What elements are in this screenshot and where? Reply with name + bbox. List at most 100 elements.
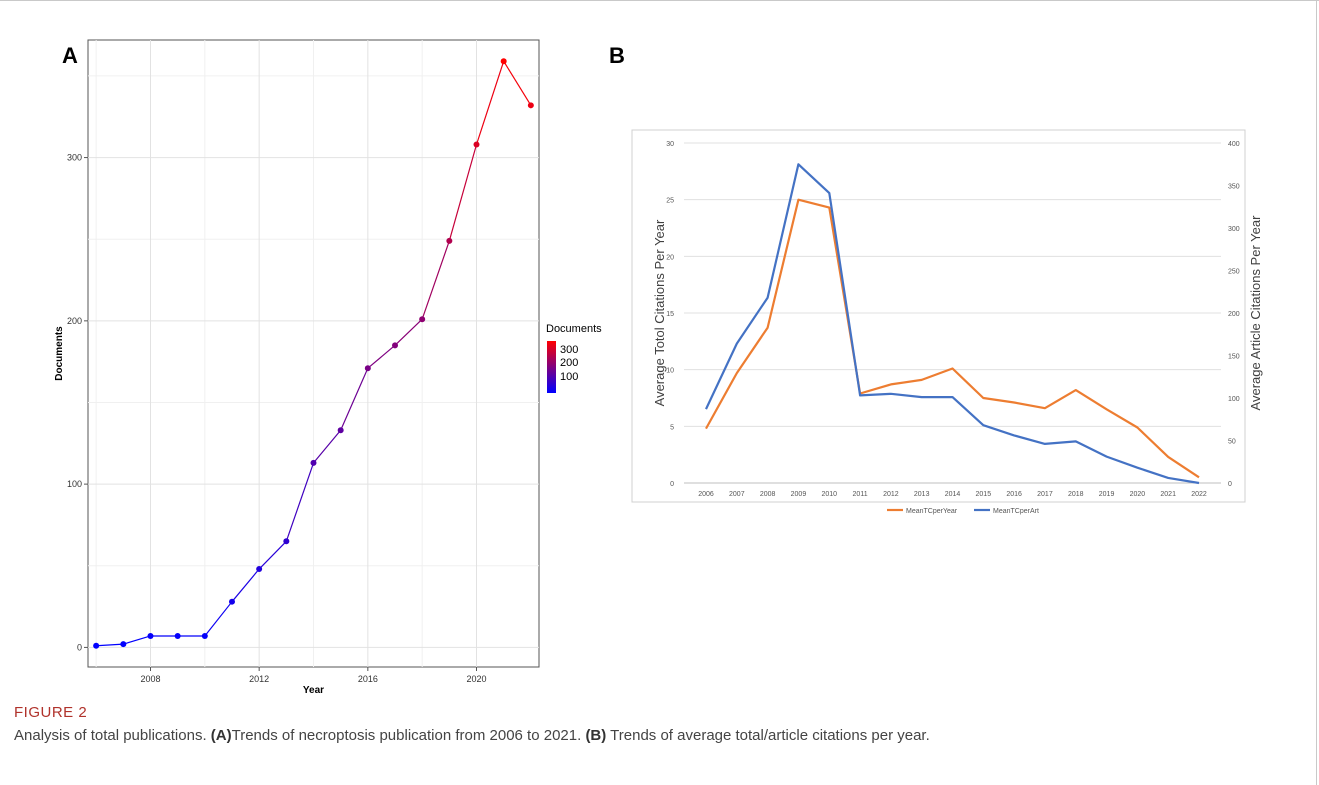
chart-b-left-tick-label: 15	[666, 311, 674, 318]
chart-b-legend-label: MeanTCperArt	[993, 508, 1039, 515]
chart-b-series-lines	[705, 163, 1200, 485]
chart-b-x-tick-label: 2022	[1191, 491, 1207, 498]
figure-right-border	[1316, 0, 1317, 785]
chart-a-data-point	[120, 641, 127, 648]
chart-a-data-point	[93, 642, 100, 649]
chart-b-right-tick-label: 150	[1228, 354, 1240, 361]
chart-b-series-line-meantcperyear	[705, 198, 1200, 479]
chart-b-left-axis-label: Average Totol Citations Per Year	[652, 219, 667, 406]
chart-b-right-tick-label: 250	[1228, 269, 1240, 276]
chart-b-citations: 0510152025300501001502002503003504002006…	[631, 129, 1263, 515]
chart-a-line-segment	[503, 60, 532, 106]
chart-b-x-tick-label: 2009	[791, 491, 807, 498]
chart-a-data-point	[147, 632, 154, 639]
chart-b-x-tick-label: 2011	[853, 491, 868, 498]
chart-a-line-segment	[448, 144, 478, 241]
chart-a-line-segment	[258, 540, 287, 570]
chart-a-y-tick-label: 100	[67, 479, 82, 489]
chart-a-legend-title: Documents	[546, 323, 602, 335]
chart-b-x-tick-label: 2019	[1099, 491, 1115, 498]
chart-b-legend: MeanTCperYear MeanTCperArt	[887, 508, 1039, 515]
chart-b-left-tick-label: 25	[666, 198, 674, 205]
chart-a-data-point	[201, 632, 208, 639]
chart-b-x-tick-label: 2008	[760, 491, 776, 498]
chart-a-legend-label-200: 200	[560, 357, 578, 369]
chart-b-right-tick-label: 350	[1228, 184, 1240, 191]
chart-a-legend-label-300: 300	[560, 344, 578, 356]
chart-b-frame	[631, 129, 1246, 503]
chart-a-data-point	[256, 566, 263, 573]
chart-b-left-tick-label: 0	[670, 481, 674, 488]
chart-b-right-tick-label: 100	[1228, 396, 1240, 403]
chart-b-left-tick-label: 10	[666, 368, 674, 375]
chart-b-right-tick-label: 0	[1228, 481, 1232, 488]
chart-b-x-tick-label: 2014	[945, 491, 961, 498]
chart-a-line-segment	[340, 367, 369, 431]
chart-a-data-point	[337, 427, 344, 434]
chart-b-right-axis-label: Average Article Citations Per Year	[1248, 215, 1263, 411]
chart-b-x-tick-label: 2015	[976, 491, 992, 498]
chart-b-x-tick-label: 2010	[821, 491, 837, 498]
caption-intro: Analysis of total publications.	[14, 727, 211, 744]
chart-a-grid	[88, 40, 539, 667]
chart-b-right-tick-label: 50	[1228, 439, 1236, 446]
chart-a-y-tick-label: 0	[77, 642, 82, 652]
chart-a-x-tick-label: 2020	[466, 674, 486, 684]
figure-top-border	[0, 0, 1319, 1]
chart-a-line-segment	[394, 318, 423, 346]
chart-b-right-tick-label: 200	[1228, 311, 1240, 318]
caption-b-tag: (B)	[585, 727, 607, 744]
chart-a-line-segment	[123, 635, 151, 645]
chart-a-line-segment	[96, 643, 124, 647]
chart-b-left-tick-label: 20	[666, 254, 674, 261]
chart-a-line-segment	[421, 240, 450, 320]
chart-a-y-tick-label: 200	[67, 316, 82, 326]
chart-a-ticks: 2008 2012 2016 2020 0 100 200 300	[67, 153, 487, 684]
chart-b-legend-label: MeanTCperYear	[906, 508, 958, 515]
figure-label: FIGURE 2	[14, 704, 88, 721]
chart-a-x-tick-label: 2008	[140, 674, 160, 684]
chart-a-x-tick-label: 2016	[358, 674, 378, 684]
chart-b-x-tick-label: 2017	[1037, 491, 1053, 498]
chart-a-data-point	[446, 237, 453, 244]
chart-b-x-tick-label: 2016	[1006, 491, 1022, 498]
chart-b-ticks: 0510152025300501001502002503003504002006…	[666, 141, 1240, 498]
chart-a-y-tick-label: 300	[67, 153, 82, 163]
caption-a-tag: (A)	[210, 727, 232, 744]
chart-a-legend: Documents 300 200 100	[546, 323, 602, 393]
chart-a-data-point	[228, 598, 235, 605]
chart-a-data-point	[527, 102, 534, 109]
chart-b-x-tick-label: 2013	[914, 491, 930, 498]
caption-b-text: Trends of average total/article citation…	[606, 727, 930, 744]
chart-a-data-point	[174, 632, 181, 639]
chart-b-x-tick-label: 2018	[1068, 491, 1084, 498]
chart-a-series-line	[96, 60, 532, 647]
chart-a-legend-colorbar	[547, 341, 556, 393]
chart-b-x-tick-label: 2021	[1160, 491, 1176, 498]
chart-a-data-point	[392, 342, 399, 349]
chart-a-line-segment	[231, 568, 260, 603]
chart-a-data-point	[283, 538, 290, 545]
panel-b-letter: B	[609, 43, 625, 68]
caption-a-text: Trends of necroptosis publication from 2…	[231, 727, 586, 744]
chart-b-left-tick-label: 30	[666, 141, 674, 148]
chart-b-left-tick-label: 5	[670, 424, 674, 431]
chart-a-data-point	[500, 58, 507, 65]
chart-a-data-point	[473, 141, 480, 148]
chart-b-x-tick-label: 2006	[698, 491, 714, 498]
chart-b-x-tick-label: 2012	[883, 491, 899, 498]
chart-b-grid	[684, 142, 1221, 484]
chart-a-data-point	[419, 316, 426, 323]
chart-a-line-segment	[367, 344, 396, 369]
chart-b-right-tick-label: 300	[1228, 226, 1240, 233]
chart-a-line-segment	[204, 601, 233, 637]
chart-a-line-segment	[285, 462, 315, 542]
figure-caption: FIGURE 2 Analysis of total publications.…	[14, 704, 1304, 744]
chart-a-data-point	[364, 365, 371, 372]
chart-a-series-points	[93, 58, 534, 649]
chart-a-data-point	[310, 459, 317, 466]
figure-caption-text: Analysis of total publications. (A)Trend…	[14, 727, 1304, 744]
chart-a-legend-label-100: 100	[560, 371, 578, 383]
chart-a-x-axis-label: Year	[303, 685, 324, 696]
